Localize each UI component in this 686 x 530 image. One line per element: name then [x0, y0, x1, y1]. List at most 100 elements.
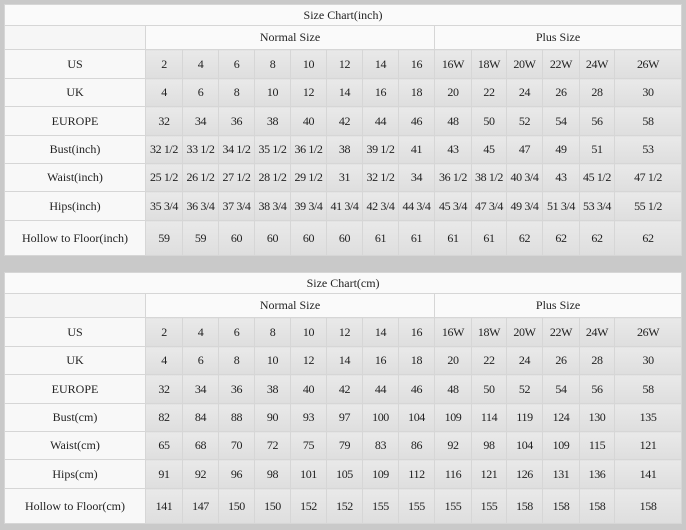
size-cell: 16	[362, 78, 399, 107]
size-cell: 42	[326, 106, 363, 136]
size-cell: 50	[471, 374, 507, 404]
size-cell: 16	[398, 49, 435, 79]
size-cell: 60	[326, 220, 363, 256]
size-cell: 53 3/4	[579, 191, 615, 221]
size-cell: 44	[362, 106, 399, 136]
size-cell: 70	[218, 431, 255, 460]
table-row: Hollow to Floor(inch) 59 59 60 60 60 60 61 61 61 6…	[4, 220, 683, 256]
row-label: US	[4, 317, 146, 347]
size-cell: 155	[471, 488, 507, 524]
size-cell: 38 3/4	[254, 191, 291, 221]
size-cell: 8	[218, 78, 255, 107]
table-row: Waist(cm) 65 68 70 72 75 79 83 86 92 98 104 109 115 12…	[4, 431, 683, 460]
size-cell: 18	[398, 346, 435, 375]
size-cell: 48	[434, 374, 472, 404]
size-cell: 4	[182, 49, 219, 79]
size-cell: 150	[254, 488, 291, 524]
row-label: Waist(cm)	[4, 431, 146, 460]
size-cell: 47 3/4	[471, 191, 507, 221]
plus-size-header: Plus Size	[433, 293, 683, 318]
size-cell: 91	[145, 459, 183, 489]
size-cell: 65	[145, 431, 183, 460]
size-cell: 98	[254, 459, 291, 489]
size-cell: 44	[362, 374, 399, 404]
size-cell: 61	[471, 220, 507, 256]
size-cell: 152	[326, 488, 363, 524]
size-cell: 10	[254, 346, 291, 375]
size-cell: 135	[613, 403, 683, 432]
size-cell: 16	[362, 346, 399, 375]
size-cell: 34 1/2	[218, 135, 255, 164]
size-cell: 24	[506, 78, 543, 107]
size-cell: 56	[579, 106, 615, 136]
size-cell: 32	[145, 374, 183, 404]
row-label: UK	[4, 346, 146, 375]
size-cell: 43	[542, 163, 580, 192]
size-cell: 22	[471, 78, 507, 107]
normal-size-header: Normal Size	[145, 293, 435, 318]
size-cell: 60	[290, 220, 327, 256]
size-cell: 51	[579, 135, 615, 164]
size-cell: 92	[434, 431, 472, 460]
size-cell: 52	[506, 106, 543, 136]
size-cell: 61	[398, 220, 435, 256]
size-cell: 45	[471, 135, 507, 164]
size-cell: 24W	[579, 317, 615, 347]
size-cell: 31	[326, 163, 363, 192]
size-cell: 26	[542, 346, 580, 375]
size-cell: 158	[506, 488, 543, 524]
size-cell: 121	[471, 459, 507, 489]
size-cell: 130	[579, 403, 615, 432]
size-cell: 98	[471, 431, 507, 460]
plus-size-header: Plus Size	[433, 25, 683, 50]
table-row: UK 4 6 8 10 12 14 16 18 20 22 24 26 28 30	[4, 346, 683, 375]
size-cell: 12	[326, 317, 363, 347]
size-cell: 4	[145, 78, 183, 107]
size-cell: 115	[579, 431, 615, 460]
size-cell: 36 1/2	[290, 135, 327, 164]
size-cell: 41	[398, 135, 435, 164]
size-cell: 8	[254, 49, 291, 79]
size-cell: 27 1/2	[218, 163, 255, 192]
size-cell: 55 1/2	[613, 191, 683, 221]
size-cell: 155	[434, 488, 472, 524]
size-cell: 51 3/4	[542, 191, 580, 221]
size-cell: 6	[218, 317, 255, 347]
size-cell: 68	[182, 431, 219, 460]
row-label: Hips(inch)	[4, 191, 146, 221]
size-cell: 46	[398, 106, 435, 136]
size-cell: 26W	[613, 49, 683, 79]
table-row: EUROPE 32 34 36 38 40 42 44 46 48 50 52 54 56 58	[4, 374, 683, 404]
size-cell: 61	[362, 220, 399, 256]
size-cell: 36 1/2	[434, 163, 472, 192]
size-cell: 52	[506, 374, 543, 404]
size-cell: 20	[434, 346, 472, 375]
size-cell: 33 1/2	[182, 135, 219, 164]
size-cell: 35 1/2	[254, 135, 291, 164]
size-cell: 75	[290, 431, 327, 460]
size-cell: 60	[218, 220, 255, 256]
table-row: Hips(inch) 35 3/4 36 3/4 37 3/4 38 3/4 39 3/4…	[4, 191, 683, 221]
size-cell: 158	[613, 488, 683, 524]
size-cell: 39 1/2	[362, 135, 399, 164]
size-cell: 97	[326, 403, 363, 432]
row-label: Bust(inch)	[4, 135, 146, 164]
size-cell: 152	[290, 488, 327, 524]
size-cell: 26	[542, 78, 580, 107]
size-cell: 30	[613, 346, 683, 375]
size-cell: 10	[254, 78, 291, 107]
size-cell: 53	[613, 135, 683, 164]
table-row: Bust(cm) 82 84 88 90 93 97 100 104 109 114 119 124 13…	[4, 403, 683, 432]
table-row: EUROPE 32 34 36 38 40 42 44 46 48 50 52 54 56 58	[4, 106, 683, 136]
size-cell: 48	[434, 106, 472, 136]
size-cell: 24W	[579, 49, 615, 79]
size-cell: 150	[218, 488, 255, 524]
size-cell: 72	[254, 431, 291, 460]
table-row: US 2 4 6 8 10 12 14 16 16W 18W 20W 22W 24W 26W	[4, 317, 683, 347]
size-chart-inch-table: Size Chart(inch) Normal Size Plus Size US 2 4…	[3, 4, 683, 256]
row-label: EUROPE	[4, 374, 146, 404]
size-cell: 155	[398, 488, 435, 524]
size-cell: 58	[613, 106, 683, 136]
size-cell: 141	[613, 459, 683, 489]
size-chart-cm-table: Size Chart(cm) Normal Size Plus Size US 2 4 6 8…	[3, 272, 683, 524]
